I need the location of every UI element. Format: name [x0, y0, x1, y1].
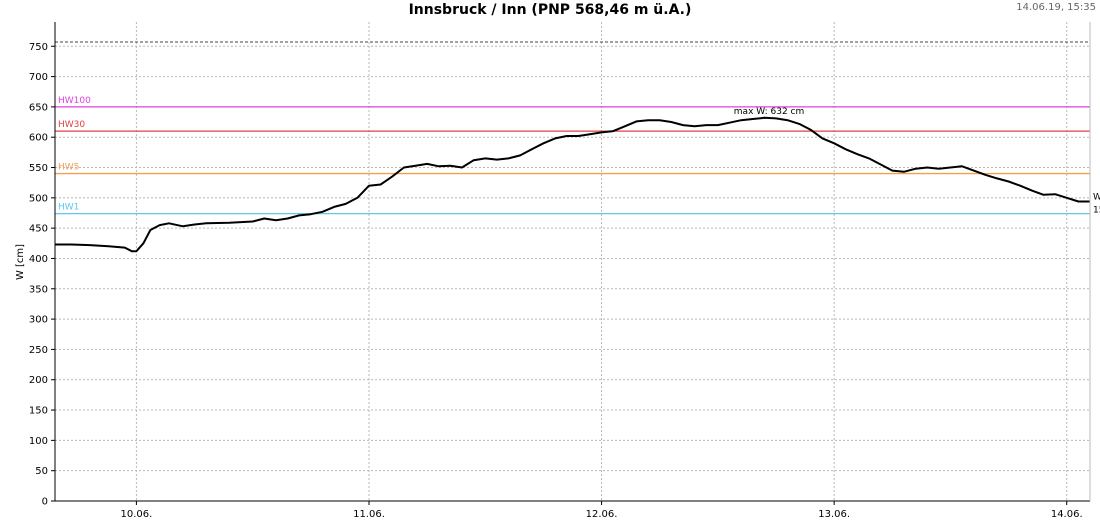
y-tick-label: 650 [29, 102, 48, 113]
y-tick-label: 500 [29, 193, 48, 204]
y-tick-label: 550 [29, 163, 48, 174]
timestamp: 14.06.19, 15:35 [1016, 2, 1096, 13]
threshold-label-hw5: HW5 [58, 163, 79, 173]
y-tick-label: 0 [42, 497, 48, 508]
y-tick-label: 450 [29, 224, 48, 235]
x-tick-label: 14.06. [1051, 509, 1083, 520]
chart-title: Innsbruck / Inn (PNP 568,46 m ü.A.) [408, 2, 692, 18]
threshold-label-hw100: HW100 [58, 96, 91, 106]
x-tick-label: 13.06. [818, 509, 850, 520]
threshold-label-hw1: HW1 [58, 203, 79, 213]
x-tick-label: 12.06. [586, 509, 618, 520]
axes [51, 22, 1091, 505]
y-tick-label: 50 [35, 466, 48, 477]
threshold-label-hw30: HW30 [58, 120, 85, 130]
current-value-annotation: W: 494 cm [1093, 192, 1100, 202]
y-tick-label: 600 [29, 133, 48, 144]
y-tick-label: 100 [29, 436, 48, 447]
y-tick-label: 150 [29, 406, 48, 417]
y-tick-label: 200 [29, 375, 48, 386]
y-tick-label: 700 [29, 72, 48, 83]
y-tick-label: 400 [29, 254, 48, 265]
y-axis-label: W [cm] [15, 244, 26, 280]
x-tick-label: 11.06. [353, 509, 385, 520]
current-time-annotation: 15:30 [1093, 205, 1100, 215]
y-tick-label: 250 [29, 345, 48, 356]
threshold-lines: HW100 HW30 HW5 HW1 [55, 96, 1090, 215]
series-group [55, 116, 1090, 253]
tick-labels: 0 50 100 150 200 250 300 350 400 450 500 550 600 650 7… [29, 42, 1083, 520]
grid [55, 22, 1090, 501]
series-line-0 [55, 116, 1090, 253]
annotations: max W: 632 cm W: 494 cm 15:30 [734, 107, 1100, 216]
max-annotation: max W: 632 cm [734, 107, 805, 117]
y-tick-label: 300 [29, 315, 48, 326]
y-tick-label: 350 [29, 284, 48, 295]
y-tick-label: 750 [29, 42, 48, 53]
x-tick-label: 10.06. [120, 509, 152, 520]
